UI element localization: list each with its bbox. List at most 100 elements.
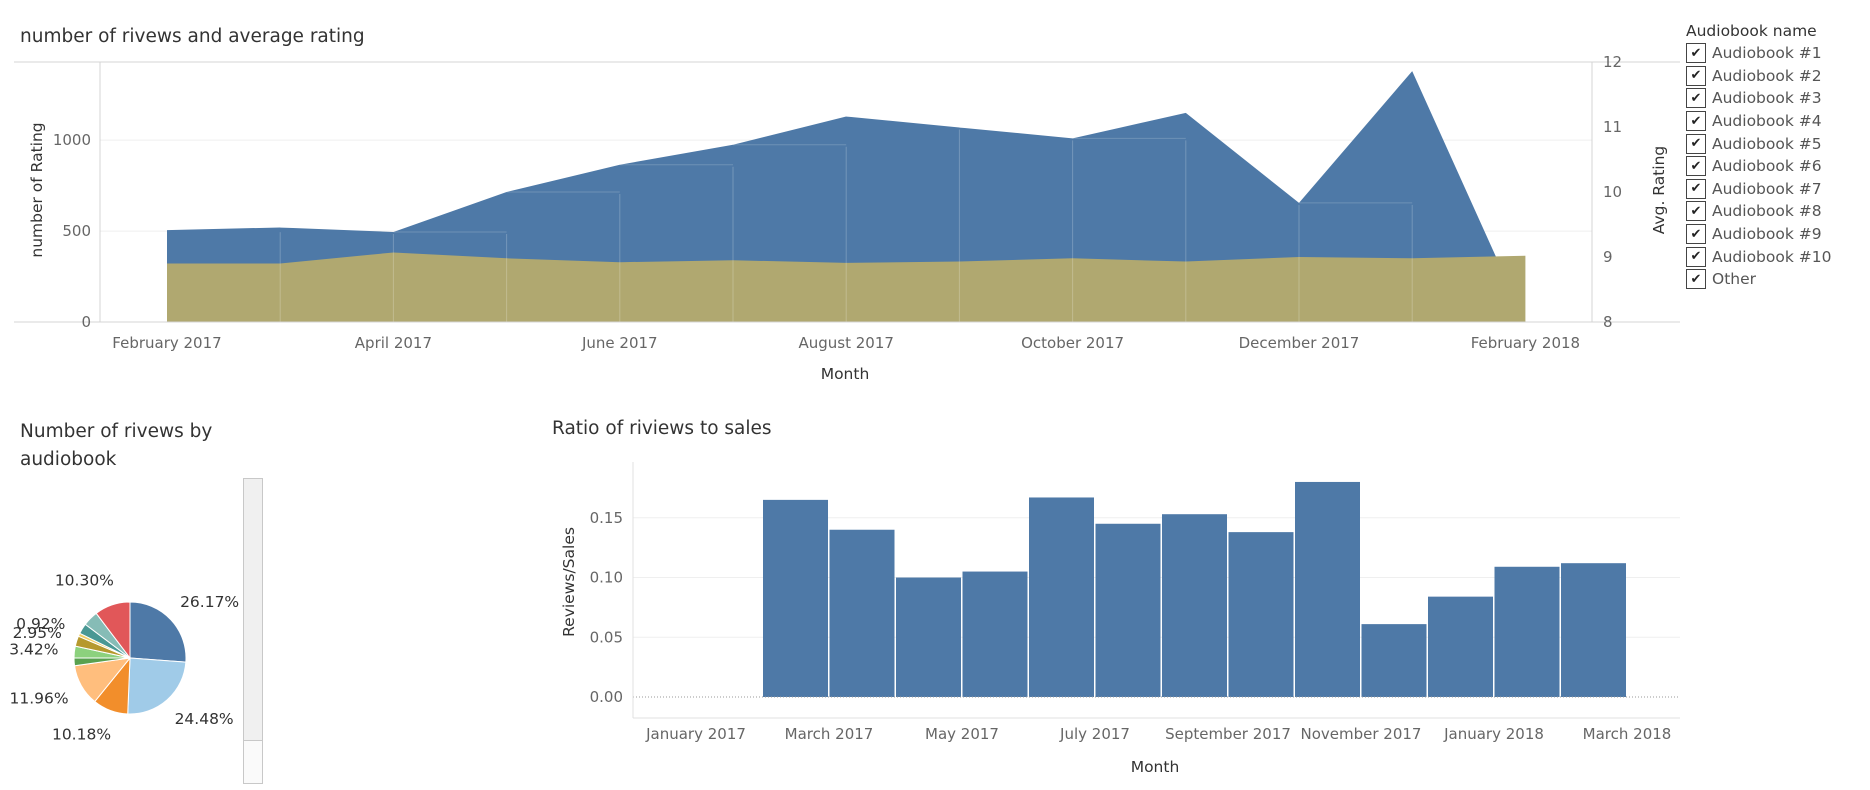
legend-item-label: Audiobook #5: [1712, 134, 1822, 153]
legend-item[interactable]: ✔ Audiobook #2: [1686, 65, 1866, 88]
pie-slice-label: 11.96%: [10, 689, 69, 707]
area-x-tick-label: December 2017: [1239, 334, 1360, 352]
legend-item[interactable]: ✔ Audiobook #6: [1686, 155, 1866, 178]
area-y-tick-label: 0: [81, 313, 91, 331]
bar[interactable]: [962, 571, 1028, 697]
legend-checkbox[interactable]: ✔: [1686, 156, 1706, 177]
area-x-axis-title: Month: [821, 365, 870, 380]
bar-x-tick-label: July 2017: [1059, 725, 1130, 743]
area-x-tick-label: February 2017: [112, 334, 221, 352]
area-x-tick-label: February 2018: [1471, 334, 1580, 352]
legend-checkbox[interactable]: ✔: [1686, 88, 1706, 109]
bar-x-tick-label: November 2017: [1301, 725, 1422, 743]
pie-slice-label: 24.48%: [175, 710, 234, 728]
avg-rating-area-series[interactable]: [167, 252, 1526, 322]
area-x-tick-label: June 2017: [581, 334, 658, 352]
pie-slice-label: 0.92%: [16, 615, 65, 633]
bar[interactable]: [1561, 563, 1626, 697]
legend-item[interactable]: ✔ Audiobook #9: [1686, 223, 1866, 246]
area-y2-tick-label: 11: [1603, 118, 1622, 136]
legend-checkbox[interactable]: ✔: [1686, 43, 1706, 64]
pie-slice-label: 2.95%: [13, 624, 62, 642]
legend-checkbox[interactable]: ✔: [1686, 201, 1706, 222]
bar[interactable]: [1162, 514, 1227, 697]
legend-item[interactable]: ✔ Audiobook #10: [1686, 245, 1866, 268]
legend-item-label: Audiobook #10: [1712, 247, 1832, 266]
legend-item[interactable]: ✔ Audiobook #8: [1686, 200, 1866, 223]
bar[interactable]: [1029, 497, 1094, 697]
reviews-rating-area-chart[interactable]: February 2017 April 2017 June 2017 August 2…: [0, 0, 1680, 380]
bar-x-tick-label: September 2017: [1165, 725, 1291, 743]
bar[interactable]: [1228, 532, 1294, 697]
bar-y-tick-label: 0.15: [590, 509, 623, 527]
legend-item-label: Audiobook #2: [1712, 66, 1822, 85]
bar-y-tick-label: 0.05: [590, 628, 623, 646]
bar-x-tick-label: March 2017: [785, 725, 874, 743]
bar-x-tick-label: January 2018: [1443, 725, 1544, 743]
area-y2-tick-label: 12: [1603, 53, 1622, 71]
legend-item[interactable]: ✔ Audiobook #7: [1686, 178, 1866, 201]
pie-scrollbar-thumb[interactable]: [244, 740, 262, 783]
legend-item[interactable]: ✔ Audiobook #3: [1686, 87, 1866, 110]
bar[interactable]: [1295, 481, 1360, 697]
area-y2-tick-label: 8: [1603, 313, 1613, 331]
area-segment-lines: [279, 70, 1526, 322]
area-y-tick-label: 1000: [53, 131, 91, 149]
legend-checkbox[interactable]: ✔: [1686, 178, 1706, 199]
bar[interactable]: [896, 577, 961, 697]
bar-x-tick-label: March 2018: [1583, 725, 1672, 743]
legend-checkbox[interactable]: ✔: [1686, 269, 1706, 290]
bar-y-tick-label: 0.00: [590, 688, 623, 706]
pie-slice-label: 3.42%: [9, 640, 58, 658]
bar[interactable]: [1428, 596, 1493, 697]
legend-item[interactable]: ✔ Audiobook #1: [1686, 42, 1866, 65]
legend-item-label: Audiobook #7: [1712, 179, 1822, 198]
legend-item-label: Other: [1712, 270, 1757, 289]
legend-item[interactable]: ✔ Audiobook #5: [1686, 132, 1866, 155]
bar-y-tick-label: 0.10: [590, 569, 623, 587]
bar-chart-title: Ratio of riviews to sales: [552, 418, 772, 439]
legend-checkbox[interactable]: ✔: [1686, 133, 1706, 154]
legend-item-label: Audiobook #3: [1712, 89, 1822, 108]
audiobook-legend: Audiobook name ✔ Audiobook #1 ✔ Audiobook #…: [1686, 20, 1866, 291]
bar-x-axis-title: Month: [1131, 758, 1180, 776]
area-y2-tick-label: 9: [1603, 248, 1613, 266]
bar-x-tick-label: May 2017: [925, 725, 999, 743]
pie-slice-label: 26.17%: [180, 593, 239, 611]
bar[interactable]: [1361, 624, 1427, 697]
bar[interactable]: [829, 529, 895, 697]
legend-item[interactable]: ✔ Audiobook #4: [1686, 110, 1866, 133]
area-y-tick-label: 500: [62, 222, 91, 240]
bar[interactable]: [1095, 523, 1161, 697]
area-chart-title: number of rivews and average rating: [20, 26, 365, 47]
area-y2-tick-label: 10: [1603, 183, 1622, 201]
pie-slice[interactable]: [127, 657, 187, 715]
legend-item-label: Audiobook #4: [1712, 112, 1822, 131]
pie-scrollbar[interactable]: [243, 478, 263, 784]
reviews-by-audiobook-pie-chart[interactable]: 26.17% 24.48% 10.18% 11.96% 3.42%2.95%0.92% 1…: [0, 480, 260, 780]
bar-x-tick-label: January 2017: [645, 725, 746, 743]
legend-title: Audiobook name: [1686, 22, 1817, 40]
legend-checkbox[interactable]: ✔: [1686, 224, 1706, 245]
bar-y-axis-title: Reviews/Sales: [560, 527, 578, 637]
legend-checkbox[interactable]: ✔: [1686, 111, 1706, 132]
pie-slice[interactable]: [129, 601, 187, 663]
legend-item-label: Audiobook #9: [1712, 225, 1822, 244]
area-y-axis-title: number of Rating: [28, 122, 46, 257]
pie-slice[interactable]: [95, 601, 131, 660]
area-x-tick-label: August 2017: [798, 334, 893, 352]
bar[interactable]: [763, 499, 828, 697]
pie-chart-title: Number of rivews by audiobook: [20, 421, 213, 470]
legend-item-label: Audiobook #8: [1712, 202, 1822, 221]
ratio-reviews-sales-bar-chart[interactable]: January 2017 March 2017 May 2017 July 2017 S…: [540, 450, 1690, 780]
pie-slice-label: 10.30%: [55, 571, 114, 589]
area-y2-axis-title: Avg. Rating: [1650, 146, 1668, 235]
legend-checkbox[interactable]: ✔: [1686, 246, 1706, 267]
pie-slice-label: 10.18%: [52, 726, 111, 744]
bar[interactable]: [1494, 566, 1560, 697]
area-x-tick-label: April 2017: [355, 334, 432, 352]
legend-item-label: Audiobook #6: [1712, 157, 1822, 176]
legend-item-label: Audiobook #1: [1712, 44, 1822, 63]
legend-item[interactable]: ✔ Other: [1686, 268, 1866, 291]
legend-checkbox[interactable]: ✔: [1686, 65, 1706, 86]
